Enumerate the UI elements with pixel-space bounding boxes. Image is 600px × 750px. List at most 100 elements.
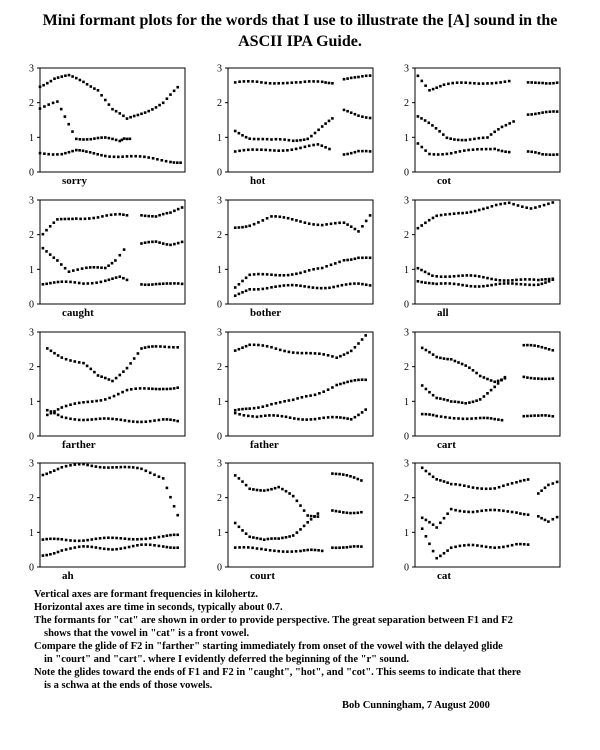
formant-point bbox=[477, 136, 481, 140]
formant-point bbox=[158, 282, 161, 286]
formant-point bbox=[104, 136, 107, 139]
formant-point bbox=[547, 348, 551, 351]
formant-point bbox=[305, 418, 308, 421]
mini-plot-bother: 0 1 2 3 bother bbox=[217, 196, 374, 319]
formant-point bbox=[75, 148, 78, 152]
formant-point bbox=[530, 150, 533, 154]
formant-point bbox=[179, 161, 182, 164]
formant-point bbox=[481, 136, 485, 140]
formant-point bbox=[107, 536, 110, 539]
formant-point bbox=[56, 280, 60, 284]
formant-point bbox=[424, 535, 428, 538]
formant-point bbox=[346, 258, 349, 262]
formant-point bbox=[111, 277, 114, 280]
formant-point bbox=[497, 485, 501, 489]
formant-point bbox=[283, 400, 286, 403]
formant-point bbox=[316, 80, 320, 83]
formant-point bbox=[471, 486, 475, 489]
formant-point bbox=[161, 545, 165, 548]
formant-point bbox=[519, 542, 522, 546]
formant-point bbox=[493, 508, 496, 512]
formant-point bbox=[102, 417, 106, 420]
formant-point bbox=[510, 482, 514, 485]
formant-point bbox=[533, 414, 536, 417]
formant-point bbox=[467, 485, 470, 488]
formant-point bbox=[428, 390, 431, 394]
formant-point bbox=[309, 394, 312, 397]
formant-point bbox=[251, 546, 254, 550]
formant-point bbox=[169, 418, 172, 421]
formant-point bbox=[99, 280, 103, 284]
formant-point bbox=[147, 240, 150, 244]
formant-point bbox=[86, 545, 89, 548]
formant-point bbox=[427, 281, 431, 285]
formant-point bbox=[493, 546, 496, 549]
y-tick-label: 2 bbox=[29, 362, 34, 373]
formant-point bbox=[534, 206, 537, 209]
formant-point bbox=[486, 377, 489, 381]
formant-point bbox=[161, 282, 165, 285]
formant-point bbox=[500, 418, 504, 422]
formant-point bbox=[60, 75, 64, 78]
formant-point bbox=[547, 377, 551, 381]
word-label: sorry bbox=[62, 175, 88, 187]
formant-point bbox=[56, 413, 60, 417]
formant-point bbox=[327, 81, 331, 85]
formant-point bbox=[449, 137, 452, 140]
formant-point bbox=[104, 266, 107, 270]
formant-point bbox=[251, 148, 254, 151]
formant-point bbox=[69, 359, 72, 362]
formant-point bbox=[352, 545, 356, 548]
formant-point bbox=[281, 149, 285, 152]
formant-point bbox=[151, 157, 155, 160]
formant-point bbox=[499, 202, 502, 206]
formant-point bbox=[259, 414, 263, 418]
formant-point bbox=[544, 82, 548, 85]
formant-point bbox=[445, 152, 449, 156]
formant-point bbox=[444, 415, 447, 419]
formant-point bbox=[157, 475, 161, 478]
formant-point bbox=[547, 277, 551, 281]
formant-point bbox=[89, 137, 93, 141]
formant-point bbox=[274, 273, 277, 277]
formant-point bbox=[446, 357, 449, 361]
mini-plot-sorry: 0 1 2 3 sorry bbox=[29, 64, 186, 187]
formant-point bbox=[90, 538, 94, 541]
formant-point bbox=[157, 544, 161, 548]
formant-point bbox=[161, 242, 165, 245]
formant-point bbox=[60, 466, 64, 469]
formant-point bbox=[176, 207, 180, 211]
formant-point bbox=[295, 284, 298, 287]
formant-point bbox=[119, 547, 123, 550]
formant-point bbox=[327, 119, 331, 123]
formant-point bbox=[276, 414, 279, 417]
formant-point bbox=[71, 217, 74, 221]
formant-point bbox=[237, 292, 241, 296]
formant-point bbox=[361, 256, 364, 260]
formant-point bbox=[420, 527, 424, 530]
formant-point bbox=[83, 217, 87, 221]
formant-point bbox=[282, 216, 286, 219]
formant-point bbox=[357, 149, 360, 153]
formant-point bbox=[121, 390, 124, 394]
formant-point bbox=[161, 101, 165, 105]
formant-point bbox=[441, 153, 444, 156]
formant-point bbox=[357, 413, 360, 417]
formant-point bbox=[368, 150, 372, 153]
formant-point bbox=[356, 477, 360, 481]
formant-point bbox=[420, 516, 424, 520]
formant-point bbox=[486, 416, 489, 420]
formant-point bbox=[294, 550, 298, 553]
formant-point bbox=[288, 416, 292, 419]
formant-point bbox=[251, 80, 254, 83]
formant-point bbox=[299, 271, 302, 275]
formant-point bbox=[305, 351, 308, 355]
formant-point bbox=[104, 154, 107, 158]
formant-point bbox=[502, 545, 505, 549]
formant-point bbox=[265, 273, 269, 276]
formant-point bbox=[331, 386, 334, 389]
formant-point bbox=[516, 204, 520, 207]
formant-point bbox=[423, 119, 427, 122]
formant-point bbox=[290, 81, 294, 84]
formant-point bbox=[75, 76, 78, 80]
